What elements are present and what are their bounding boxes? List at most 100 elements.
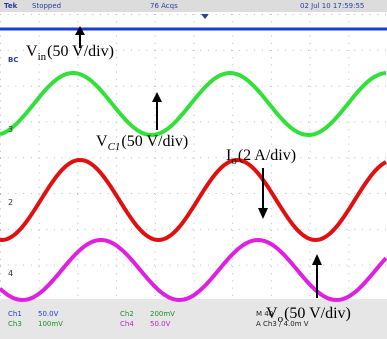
grid-dot	[108, 193, 109, 194]
grid-dot	[310, 295, 311, 296]
grid-dot	[310, 172, 311, 173]
grid-dot	[310, 151, 311, 152]
grid-dot	[348, 259, 349, 260]
grid-dot	[254, 229, 255, 230]
grid-dot	[155, 43, 156, 44]
grid-dot	[239, 229, 240, 230]
grid-dot	[271, 165, 272, 166]
grid-dot	[193, 50, 194, 51]
grid-dot	[200, 86, 201, 87]
grid-dot	[254, 121, 255, 122]
grid-dot	[85, 14, 86, 15]
grid-dot	[271, 259, 272, 260]
grid-dot	[377, 50, 378, 51]
grid-dot	[270, 121, 271, 122]
grid-dot	[194, 43, 195, 44]
grid-dot	[123, 121, 124, 122]
grid-dot	[169, 193, 170, 194]
grid-dot	[285, 229, 286, 230]
grid-dot	[277, 86, 278, 87]
grid-dot	[155, 57, 156, 58]
grid-dot	[310, 108, 311, 109]
grid-dot	[116, 229, 117, 230]
grid-dot	[15, 50, 16, 51]
grid-dot	[77, 216, 78, 217]
grid-dot	[46, 121, 47, 122]
grid-dot	[100, 86, 101, 87]
grid-dot	[62, 14, 63, 15]
grid-dot	[347, 193, 348, 194]
grid-dot	[77, 193, 78, 194]
grid-dot	[0, 157, 1, 158]
channel-marker: 2	[8, 198, 13, 207]
grid-dot	[223, 157, 224, 158]
grid-dot	[146, 193, 147, 194]
grid-dot	[200, 14, 201, 15]
grid-dot	[271, 64, 272, 65]
grid-dot	[193, 14, 194, 15]
grid-dot	[232, 115, 233, 116]
grid-dot	[310, 79, 311, 80]
footer-text: Ch3	[8, 320, 22, 328]
grid-dot	[339, 50, 340, 51]
grid-dot	[23, 121, 24, 122]
grid-dot	[362, 265, 363, 266]
grid-dot	[370, 229, 371, 230]
grid-dot	[85, 229, 86, 230]
grid-dot	[193, 229, 194, 230]
grid-dot	[270, 86, 271, 87]
grid-dot	[223, 121, 224, 122]
grid-dot	[347, 265, 348, 266]
grid-dot	[310, 86, 311, 87]
grid-dot	[285, 14, 286, 15]
grid-dot	[194, 64, 195, 65]
grid-dot	[194, 93, 195, 94]
grid-dot	[262, 14, 263, 15]
grid-dot	[77, 229, 78, 230]
grid-dot	[308, 14, 309, 15]
grid-dot	[0, 273, 1, 274]
grid-dot	[194, 259, 195, 260]
grid-dot	[77, 21, 78, 22]
grid-dot	[310, 64, 311, 65]
grid-dot	[232, 64, 233, 65]
subscript: in	[38, 51, 47, 63]
grid-dot	[239, 50, 240, 51]
grid-dot	[271, 57, 272, 58]
grid-dot	[348, 158, 349, 159]
grid-dot	[232, 108, 233, 109]
grid-dot	[162, 157, 163, 158]
grid-dot	[8, 157, 9, 158]
grid-dot	[348, 187, 349, 188]
grid-dot	[300, 86, 301, 87]
grid-dot	[348, 86, 349, 87]
grid-dot	[155, 180, 156, 181]
grid-dot	[108, 265, 109, 266]
grid-dot	[271, 187, 272, 188]
grid-dot	[8, 14, 9, 15]
grid-dot	[223, 14, 224, 15]
grid-dot	[385, 265, 386, 266]
grid-dot	[54, 229, 55, 230]
grid-dot	[116, 252, 117, 253]
grid-dot	[271, 216, 272, 217]
grid-dot	[169, 265, 170, 266]
grid-dot	[271, 208, 272, 209]
grid-dot	[362, 121, 363, 122]
grid-dot	[0, 50, 1, 51]
grid-dot	[194, 172, 195, 173]
grid-dot	[0, 266, 1, 267]
channel-marker: 4	[8, 269, 13, 278]
grid-dot	[194, 108, 195, 109]
grid-dot	[62, 121, 63, 122]
grid-dot	[331, 50, 332, 51]
grid-dot	[348, 273, 349, 274]
grid-dot	[348, 36, 349, 37]
grid-dot	[271, 21, 272, 22]
grid-dot	[116, 295, 117, 296]
grid-dot	[348, 122, 349, 123]
grid-dot	[348, 50, 349, 51]
grid-dot	[169, 121, 170, 122]
grid-dot	[77, 273, 78, 274]
grid-dot	[277, 265, 278, 266]
